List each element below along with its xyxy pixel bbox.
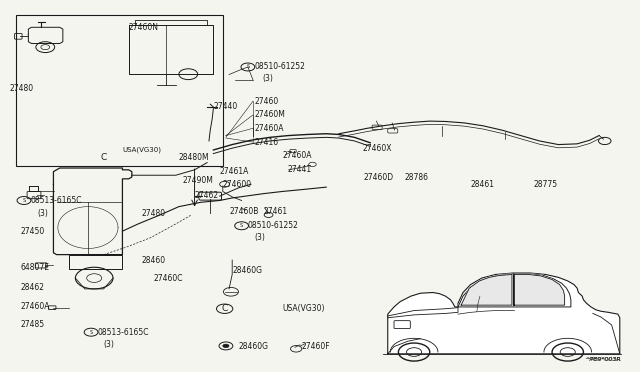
Text: 27485: 27485: [20, 321, 44, 330]
Text: 27460B: 27460B: [229, 207, 259, 216]
Text: 28461: 28461: [470, 180, 495, 189]
Text: 27490M: 27490M: [182, 176, 213, 185]
Polygon shape: [388, 273, 620, 354]
Text: C: C: [100, 153, 107, 162]
Text: 27480: 27480: [10, 84, 34, 93]
Text: 27460A: 27460A: [254, 124, 284, 133]
Text: (3): (3): [38, 209, 49, 218]
Text: 28460: 28460: [141, 256, 165, 264]
Circle shape: [223, 344, 229, 348]
Text: 27460A: 27460A: [20, 302, 50, 311]
Polygon shape: [461, 275, 512, 305]
Text: ^P89*003R: ^P89*003R: [584, 357, 621, 362]
Text: (3): (3): [254, 233, 265, 242]
Text: S: S: [240, 223, 243, 228]
Text: (3): (3): [262, 74, 273, 83]
Text: 27440: 27440: [213, 102, 237, 111]
Text: 28462: 28462: [20, 283, 44, 292]
Text: 28480M: 28480M: [179, 153, 209, 162]
Text: 28775: 28775: [533, 180, 557, 189]
Text: 27461: 27461: [264, 207, 287, 216]
Text: 08513-6165C: 08513-6165C: [97, 328, 149, 337]
Text: S: S: [22, 198, 26, 203]
Polygon shape: [458, 274, 571, 307]
Text: S: S: [246, 64, 250, 70]
Bar: [16, 15, 223, 166]
Text: 27416: 27416: [254, 138, 278, 147]
Text: 27460M: 27460M: [254, 110, 285, 119]
Text: 27462: 27462: [195, 190, 219, 199]
Text: 274600: 274600: [223, 180, 252, 189]
Text: 28786: 28786: [404, 173, 429, 182]
Text: 27460X: 27460X: [363, 144, 392, 153]
Text: 27460C: 27460C: [154, 273, 183, 283]
Text: 27460F: 27460F: [301, 342, 330, 351]
Text: 28460G: 28460G: [239, 342, 268, 351]
Text: 27460A: 27460A: [282, 151, 312, 160]
Text: 08510-61252: 08510-61252: [248, 221, 299, 230]
Text: 27460N: 27460N: [129, 23, 159, 32]
Text: 28460G: 28460G: [232, 266, 262, 275]
Text: 27461A: 27461A: [220, 167, 249, 176]
Text: USA(VG30): USA(VG30): [282, 304, 325, 313]
Text: ^P89*003R: ^P89*003R: [585, 357, 621, 362]
Text: 64807E: 64807E: [20, 263, 49, 272]
Text: 27460: 27460: [254, 97, 278, 106]
Text: 27480: 27480: [141, 209, 165, 218]
Polygon shape: [515, 275, 564, 305]
Text: (3): (3): [104, 340, 115, 349]
Text: C: C: [221, 304, 228, 313]
Text: 27450: 27450: [20, 227, 44, 235]
Text: 27441: 27441: [287, 165, 312, 174]
Text: 08510-61252: 08510-61252: [254, 62, 305, 71]
Text: USA(VG30): USA(VG30): [122, 147, 161, 153]
Text: 27460D: 27460D: [364, 173, 394, 182]
Text: 08513-6165C: 08513-6165C: [30, 196, 82, 205]
Text: S: S: [90, 330, 93, 335]
